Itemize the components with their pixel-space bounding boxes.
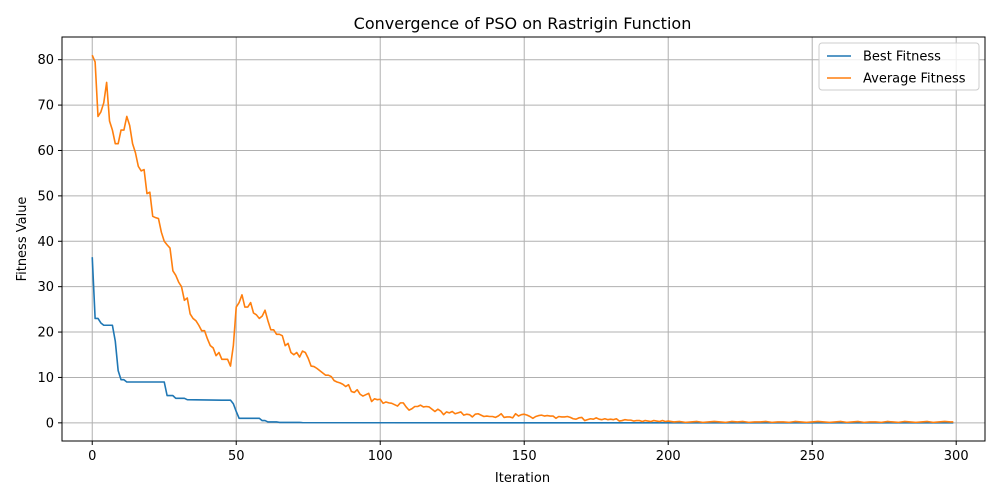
plot-frame	[61, 36, 986, 442]
y-axis-label: Fitness Value	[15, 197, 30, 282]
y-tick-label: 80	[37, 53, 54, 68]
y-tick-label: 20	[37, 326, 54, 341]
legend-label-average-fitness: Average Fitness	[863, 72, 966, 87]
x-tick-label: 50	[228, 449, 245, 464]
series-line-average-fitness	[91, 54, 954, 424]
x-tick-label: 0	[88, 449, 96, 464]
y-tick-label: 50	[37, 189, 54, 204]
legend: Best Fitness Average Fitness	[818, 42, 980, 91]
grid-lines	[62, 37, 985, 441]
x-tick-label: 150	[512, 449, 537, 464]
y-tick-label: 0	[46, 416, 54, 431]
x-axis-label: Iteration	[495, 471, 550, 486]
y-tick-label: 30	[37, 280, 54, 295]
series-lines	[91, 54, 954, 424]
y-tick-label: 70	[37, 99, 54, 114]
chart-title: Convergence of PSO on Rastrigin Function	[354, 14, 692, 33]
y-tick-label: 40	[37, 235, 54, 250]
legend-box	[818, 42, 980, 91]
x-tick-label: 250	[800, 449, 825, 464]
x-tick-label: 200	[656, 449, 681, 464]
legend-label-best-fitness: Best Fitness	[863, 50, 941, 65]
series-line-best-fitness	[91, 257, 954, 424]
axis-ticks: 0 50 100 150 200 250 300 0 10 20 30 40 50 60 70 80	[37, 53, 968, 464]
x-tick-label: 300	[944, 449, 969, 464]
y-tick-label: 10	[37, 371, 54, 386]
x-tick-label: 100	[368, 449, 393, 464]
y-tick-label: 60	[37, 144, 54, 159]
